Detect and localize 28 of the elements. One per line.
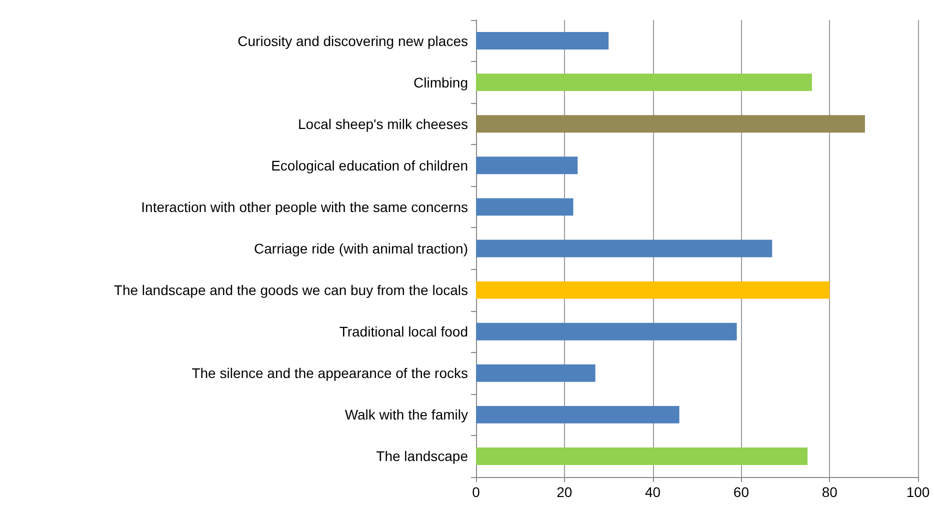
x-tick-label: 20 xyxy=(556,484,572,500)
bar xyxy=(476,281,830,299)
x-tick-label: 80 xyxy=(822,484,838,500)
bar xyxy=(476,448,808,465)
x-tick-label: 0 xyxy=(472,484,480,500)
x-tick-label: 40 xyxy=(645,484,661,500)
bar xyxy=(476,364,596,382)
bar xyxy=(476,406,680,424)
y-tick-label: Traditional local food xyxy=(339,324,468,340)
y-tick-label: Curiosity and discovering new places xyxy=(238,32,468,49)
bar xyxy=(476,74,812,92)
x-tick-label: 100 xyxy=(906,484,930,500)
y-tick-label: Carriage ride (with animal traction) xyxy=(254,240,468,256)
y-tick-label: The landscape and the goods we can buy from the locals xyxy=(114,282,468,298)
bar xyxy=(476,156,578,174)
bar xyxy=(476,115,865,133)
bar xyxy=(476,240,772,258)
bar xyxy=(476,32,609,50)
x-tick-label: 60 xyxy=(733,484,750,500)
y-tick-label: Walk with the family xyxy=(344,406,468,423)
y-tick-label: The silence and the appearance of the rocks xyxy=(192,365,468,382)
y-tick-label: Interaction with other people with the same concerns xyxy=(141,198,468,215)
y-tick-label: Ecological education of children xyxy=(271,157,468,174)
bar xyxy=(476,322,737,340)
y-tick-label: The landscape xyxy=(376,448,468,464)
bar xyxy=(476,198,574,216)
y-tick-label: Local sheep's milk cheeses xyxy=(298,116,468,132)
y-tick-label: Climbing xyxy=(414,74,468,90)
